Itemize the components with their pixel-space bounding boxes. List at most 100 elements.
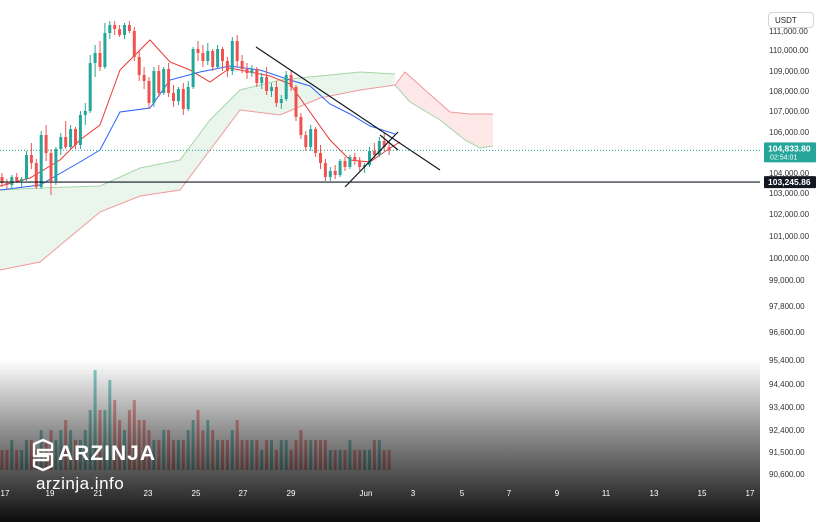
watermark: ARZINJA arzinja.info	[30, 438, 190, 498]
price-tick-label: 95,400.00	[769, 356, 805, 365]
candle-body	[314, 129, 318, 153]
time-tick-label: 17	[746, 489, 755, 498]
cloud-red-top-line	[394, 71, 493, 115]
candle-body	[245, 69, 249, 73]
candle-body	[162, 69, 166, 93]
candle-body	[10, 177, 14, 185]
candle-body	[240, 61, 244, 69]
ichimoku-cloud	[0, 71, 494, 271]
price-tick-label: 90,600.00	[769, 470, 805, 479]
candle-body	[299, 117, 303, 135]
price-axis[interactable]: 111,000.00 110,000.00 109,000.00 108,000.00…	[760, 0, 822, 522]
price-tick-label: 91,500.00	[769, 448, 805, 457]
candle-body	[279, 99, 283, 103]
candle-body	[328, 171, 332, 177]
horizontal-level[interactable]	[0, 149, 760, 183]
candle-body	[152, 71, 156, 103]
candle-body	[211, 51, 215, 67]
time-tick-label: 21	[94, 489, 103, 498]
price-tick-label: 94,400.00	[769, 380, 805, 389]
watermark-brand: ARZINJA	[58, 442, 157, 465]
cloud-red-bottom-line	[394, 84, 494, 149]
candle-body	[309, 129, 313, 147]
time-tick-label: 13	[650, 489, 659, 498]
time-tick-label: 9	[555, 489, 560, 498]
candlesticks[interactable]	[0, 21, 391, 195]
candle-body	[98, 53, 102, 67]
candle-body	[181, 89, 185, 109]
price-tick-label: 104,000.00	[769, 169, 810, 178]
candle-body	[69, 129, 73, 147]
candle-body	[49, 153, 53, 181]
price-tick-label: 107,000.00	[769, 107, 810, 116]
senkou-span-a-line	[0, 71, 396, 191]
time-tick-label: 5	[460, 489, 465, 498]
candle-body	[64, 137, 68, 147]
ichimoku-lines	[0, 39, 401, 191]
price-tick-label: 96,600.00	[769, 328, 805, 337]
candle-body	[137, 57, 141, 75]
price-tick-label: 100,000.00	[769, 254, 810, 263]
candle-body	[294, 87, 298, 117]
candle-body	[157, 71, 161, 93]
price-tick-label: 108,000.00	[769, 87, 810, 96]
price-tick-label: 101,000.00	[769, 232, 810, 241]
current-price-badge	[764, 142, 816, 163]
time-tick-label: 11	[602, 489, 611, 498]
candle-body	[118, 29, 122, 35]
candle-body	[20, 179, 24, 181]
price-tick-label: 110,000.00	[769, 46, 809, 55]
time-tick-label: Jun	[360, 489, 373, 498]
tenkan-sen-line	[0, 39, 401, 187]
candle-body	[270, 87, 273, 91]
time-tick-label: 25	[192, 489, 201, 498]
candle-body	[348, 157, 352, 167]
time-tick-label: 29	[287, 489, 296, 498]
descending-trendline	[255, 46, 441, 171]
candle-body	[274, 87, 278, 103]
trend-lines[interactable]	[255, 46, 441, 188]
candle-body	[132, 31, 136, 57]
price-tick-label: 92,400.00	[769, 426, 805, 435]
ascending-trendline	[344, 131, 399, 188]
candle-body	[44, 135, 48, 153]
time-axis[interactable]: 17 19 21 23 25 27 29 Jun 3 5 7 9 11 13 15 17	[1, 489, 755, 498]
price-tick-label: 109,000.00	[769, 67, 810, 76]
arzinja-logo-icon	[32, 438, 54, 472]
candle-body	[88, 63, 92, 111]
candle-body	[0, 177, 4, 183]
cloud-red-area	[395, 72, 493, 148]
candle-body	[358, 161, 362, 167]
candle-body	[54, 149, 58, 181]
candle-body	[103, 33, 107, 67]
time-tick-label: 19	[46, 489, 55, 498]
candle-body	[5, 183, 9, 185]
candle-body	[83, 111, 87, 115]
candle-body	[304, 135, 308, 147]
candle-body	[147, 81, 151, 103]
candle-body	[260, 77, 264, 83]
candle-body	[319, 153, 322, 163]
candle-body	[186, 87, 190, 109]
price-tick-label: 111,000.00	[769, 27, 808, 36]
time-tick-label: 23	[144, 489, 153, 498]
time-tick-label: 15	[698, 489, 707, 498]
candle-body	[93, 53, 97, 63]
time-tick-label: 27	[239, 489, 248, 498]
support-level-badge	[764, 176, 816, 189]
candle-body	[230, 41, 234, 71]
candle-body	[265, 77, 269, 91]
candle-body	[368, 151, 371, 165]
candle-body	[284, 75, 288, 99]
price-tick-label: 97,800.00	[769, 302, 805, 311]
candle-body	[225, 61, 229, 71]
cloud-green-area	[0, 72, 395, 270]
candle-body	[167, 69, 171, 93]
candle-body	[221, 49, 224, 61]
price-tick-label: 103,000.00	[769, 189, 810, 198]
candle-body	[123, 25, 126, 35]
currency-selector[interactable]: USDT	[768, 12, 814, 28]
candle-body	[25, 155, 28, 179]
price-tick-label: 102,000.00	[769, 210, 810, 219]
